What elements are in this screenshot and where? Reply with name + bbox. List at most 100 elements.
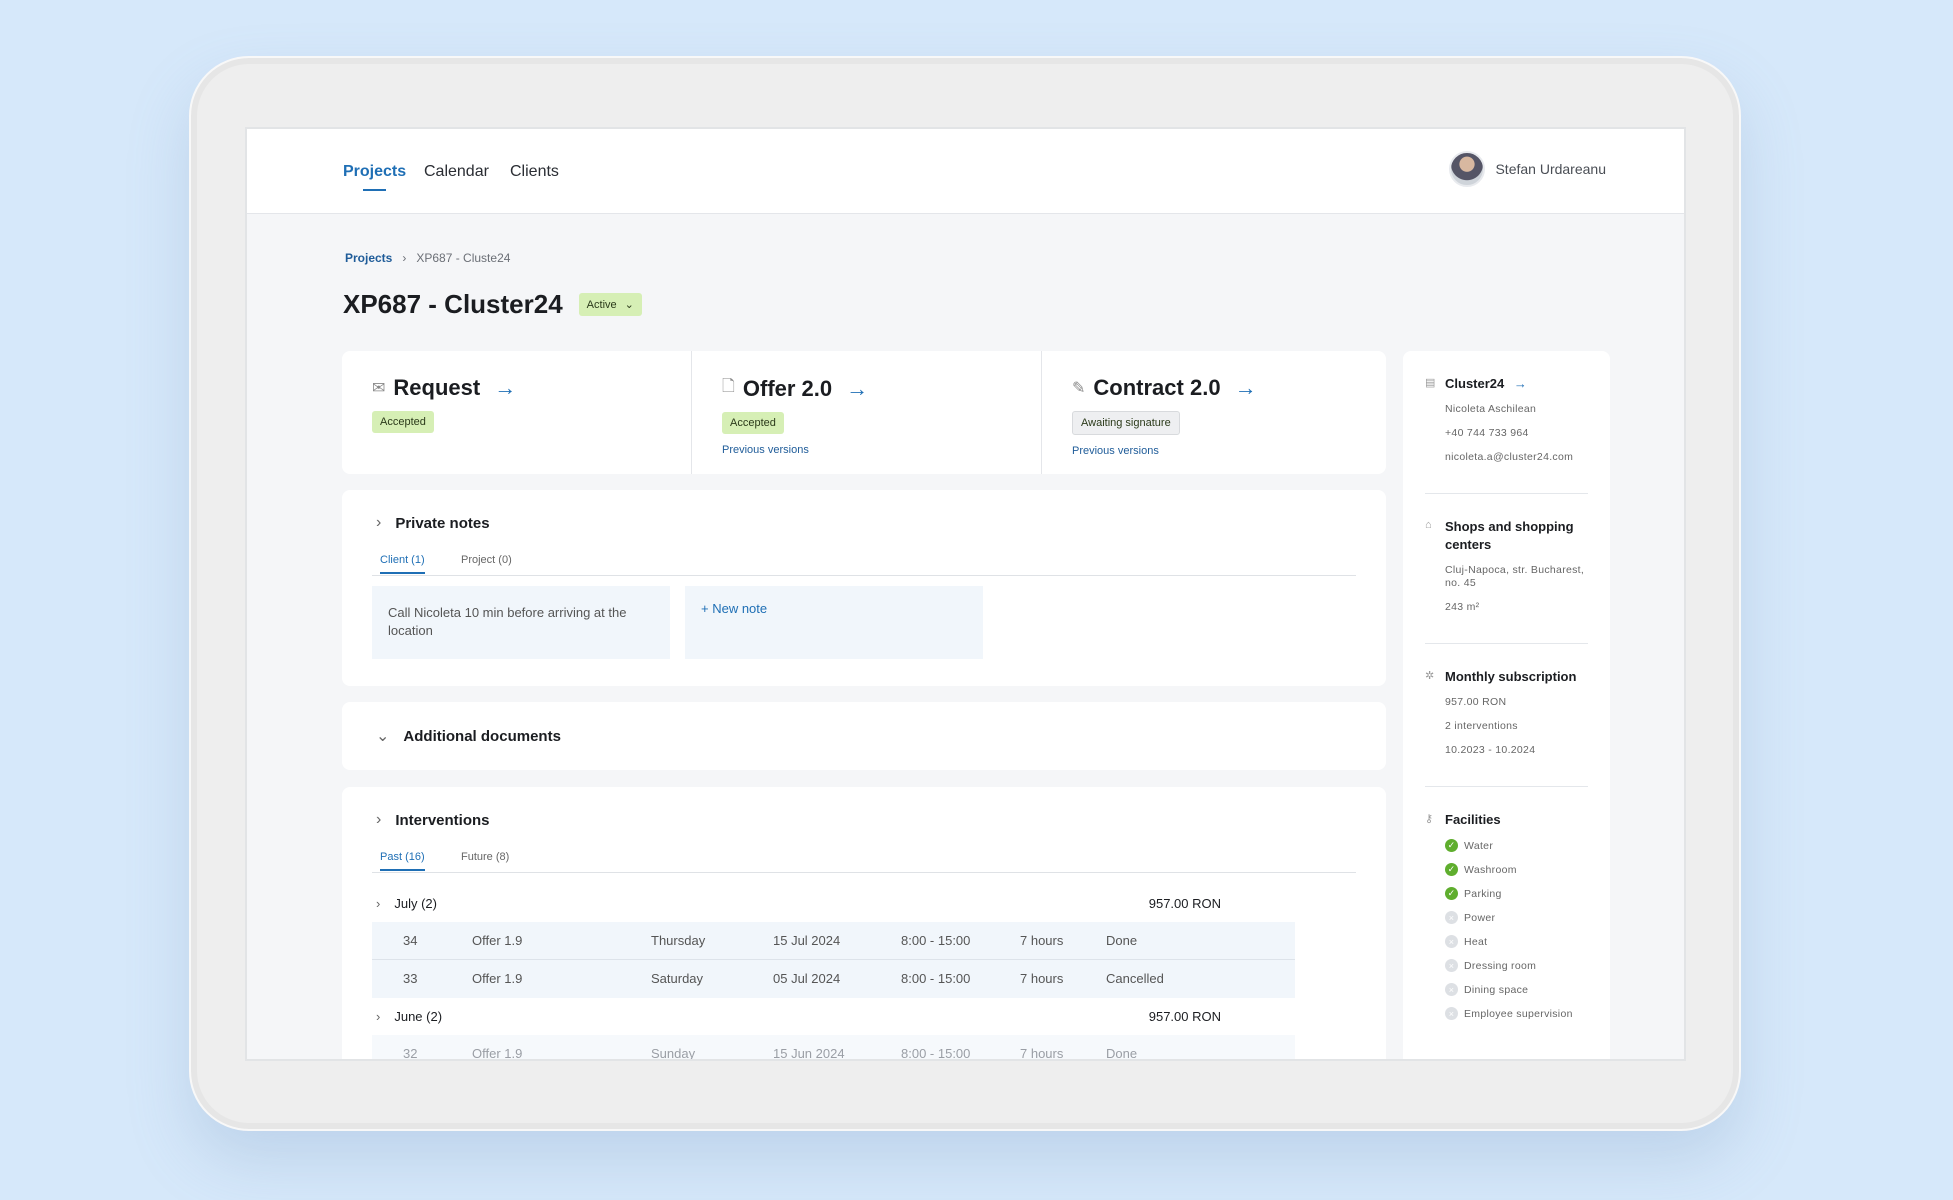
cell-time: 8:00 - 15:00: [901, 971, 971, 986]
documents-card: ✉ Request → Accepted 🗋 Offer 2.0 → Accepted …: [342, 351, 1386, 474]
month-group-july[interactable]: › July (2) 957.00 RON: [376, 896, 1221, 911]
doc-title: Contract 2.0: [1093, 375, 1221, 400]
cell-duration: 7 hours: [1020, 933, 1064, 948]
private-notes-card: › Private notes Client (1) Project (0) Ca…: [342, 490, 1386, 686]
section-title: Interventions: [395, 811, 490, 829]
status-badge: Awaiting signature: [1072, 411, 1180, 435]
facility-item: × Employee supervision: [1445, 1007, 1588, 1020]
client-name: Cluster24: [1445, 376, 1505, 391]
section-title: Private notes: [395, 514, 490, 532]
facility-name: Dining space: [1464, 983, 1529, 996]
x-circle-icon: ×: [1445, 911, 1458, 924]
pen-icon: ✎: [1072, 380, 1086, 397]
breadcrumb-projects[interactable]: Projects: [345, 251, 393, 265]
interventions-toggle[interactable]: › Interventions: [376, 811, 490, 829]
cell-duration: 7 hours: [1020, 1046, 1064, 1061]
interventions-card: › Interventions Past (16) Future (8) › Jul…: [342, 787, 1386, 1061]
subscription-info: ✲ Monthly subscription 957.00 RON 2 inte…: [1425, 668, 1588, 787]
arrow-right-icon[interactable]: →: [1234, 375, 1257, 400]
cell-status: Cancelled: [1106, 971, 1164, 986]
tab-future[interactable]: Future (8): [461, 851, 510, 863]
cell-status: Done: [1106, 1046, 1138, 1061]
chevron-right-icon: ›: [376, 896, 381, 911]
top-nav: Projects Calendar Clients Stefan Urdarea…: [247, 129, 1684, 214]
offer-doc: 🗋 Offer 2.0 → Accepted Previous versions: [691, 351, 1041, 474]
chevron-down-icon: ⌄: [376, 728, 390, 745]
section-title: Additional documents: [403, 727, 561, 745]
month-label: July (2): [394, 896, 437, 911]
facility-name: Employee supervision: [1464, 1007, 1573, 1020]
nav-calendar[interactable]: Calendar: [424, 163, 489, 180]
cell-time: 8:00 - 15:00: [901, 933, 971, 948]
month-label: June (2): [394, 1009, 443, 1024]
request-doc: ✉ Request → Accepted: [342, 351, 691, 474]
status-badge: Accepted: [722, 412, 784, 434]
facility-item: × Heat: [1445, 935, 1588, 948]
cell-day: Saturday: [651, 971, 704, 986]
status-badge: Accepted: [372, 411, 434, 433]
note-item[interactable]: Call Nicoleta 10 min before arriving at …: [372, 586, 670, 659]
facility-name: Water: [1464, 839, 1494, 852]
status-dropdown[interactable]: Active ⌄: [578, 293, 642, 316]
chevron-right-icon: ›: [402, 251, 407, 265]
cell-day: Thursday: [651, 933, 706, 948]
tab-project[interactable]: Project (0): [461, 554, 512, 566]
project-title: XP687 - Cluster24: [343, 289, 563, 319]
nav-projects[interactable]: Projects: [343, 163, 407, 191]
facility-item: × Power: [1445, 911, 1588, 924]
interventions-tabs: Past (16) Future (8): [372, 847, 1356, 873]
cell-offer: Offer 1.9: [472, 933, 523, 948]
table-row[interactable]: 33 Offer 1.9 Saturday 05 Jul 2024 8:00 - 15:…: [372, 960, 1295, 998]
arrow-right-icon[interactable]: →: [1513, 376, 1527, 391]
contract-doc: ✎ Contract 2.0 → Awaiting signature Previo…: [1041, 351, 1386, 474]
cell-day: Sunday: [651, 1046, 696, 1061]
previous-versions-link[interactable]: Previous versions: [1072, 445, 1159, 457]
cell-id: 34: [403, 933, 418, 948]
location-type: Shops and shopping centers: [1445, 519, 1574, 552]
new-note-button[interactable]: + New note: [685, 586, 983, 659]
client-phone: +40 744 733 964: [1445, 427, 1529, 439]
table-row[interactable]: 32 Offer 1.9 Sunday 15 Jun 2024 8:00 - 15:00…: [372, 1035, 1295, 1061]
arrow-right-icon[interactable]: →: [846, 375, 869, 401]
sparkle-icon: ✲: [1425, 670, 1435, 682]
facilities-title: Facilities: [1445, 812, 1501, 827]
table-row[interactable]: 34 Offer 1.9 Thursday 15 Jul 2024 8:00 - 15:…: [372, 922, 1295, 960]
location-address: Cluj-Napoca, str. Bucharest, no. 45: [1445, 564, 1585, 589]
breadcrumb-current: XP687 - Cluste24: [416, 251, 511, 265]
facility-name: Heat: [1464, 935, 1488, 948]
facility-item: ✓ Water: [1445, 839, 1588, 852]
subscription-interventions: 2 interventions: [1445, 720, 1518, 732]
month-amount: 957.00 RON: [1148, 1009, 1221, 1024]
check-circle-icon: ✓: [1445, 863, 1458, 876]
user-name: Stefan Urdareanu: [1495, 161, 1606, 177]
key-icon: ⚷: [1425, 813, 1434, 825]
month-group-june[interactable]: › June (2) 957.00 RON: [376, 1009, 1221, 1024]
breadcrumb: Projects › XP687 - Cluste24: [345, 251, 510, 265]
store-icon: ⌂: [1425, 519, 1432, 531]
private-notes-toggle[interactable]: › Private notes: [376, 514, 490, 532]
chevron-right-icon: ›: [376, 1009, 381, 1024]
document-icon: 🗋: [722, 378, 735, 395]
additional-documents-toggle[interactable]: ⌄ Additional documents: [376, 726, 561, 746]
facility-name: Power: [1464, 911, 1496, 924]
user-menu[interactable]: Stefan Urdareanu: [1449, 151, 1606, 187]
avatar: [1449, 151, 1486, 187]
arrow-right-icon[interactable]: →: [494, 375, 517, 400]
additional-documents-card: ⌄ Additional documents: [342, 702, 1386, 770]
subscription-period: 10.2023 - 10.2024: [1445, 744, 1536, 756]
cell-offer: Offer 1.9: [472, 1046, 523, 1061]
cell-duration: 7 hours: [1020, 971, 1064, 986]
facility-item: ✓ Parking: [1445, 887, 1588, 900]
doc-title: Offer 2.0: [742, 375, 833, 401]
app-screen: Projects Calendar Clients Stefan Urdarea…: [245, 127, 1686, 1061]
previous-versions-link[interactable]: Previous versions: [722, 444, 809, 456]
cell-date: 15 Jul 2024: [773, 933, 841, 948]
client-contact: Nicoleta Aschilean: [1445, 403, 1537, 415]
location-area: 243 m²: [1445, 601, 1480, 613]
project-sidebar: ▤ Cluster24 → Nicoleta Aschilean +40 744…: [1403, 351, 1610, 1059]
tab-client[interactable]: Client (1): [380, 554, 425, 574]
client-email[interactable]: nicoleta.a@cluster24.com: [1445, 451, 1574, 463]
tab-past[interactable]: Past (16): [380, 851, 425, 871]
nav-clients[interactable]: Clients: [510, 163, 559, 180]
facilities-info: ⚷ Facilities ✓ Water ✓ Washroom ✓ Parking × Pow…: [1425, 811, 1588, 1049]
